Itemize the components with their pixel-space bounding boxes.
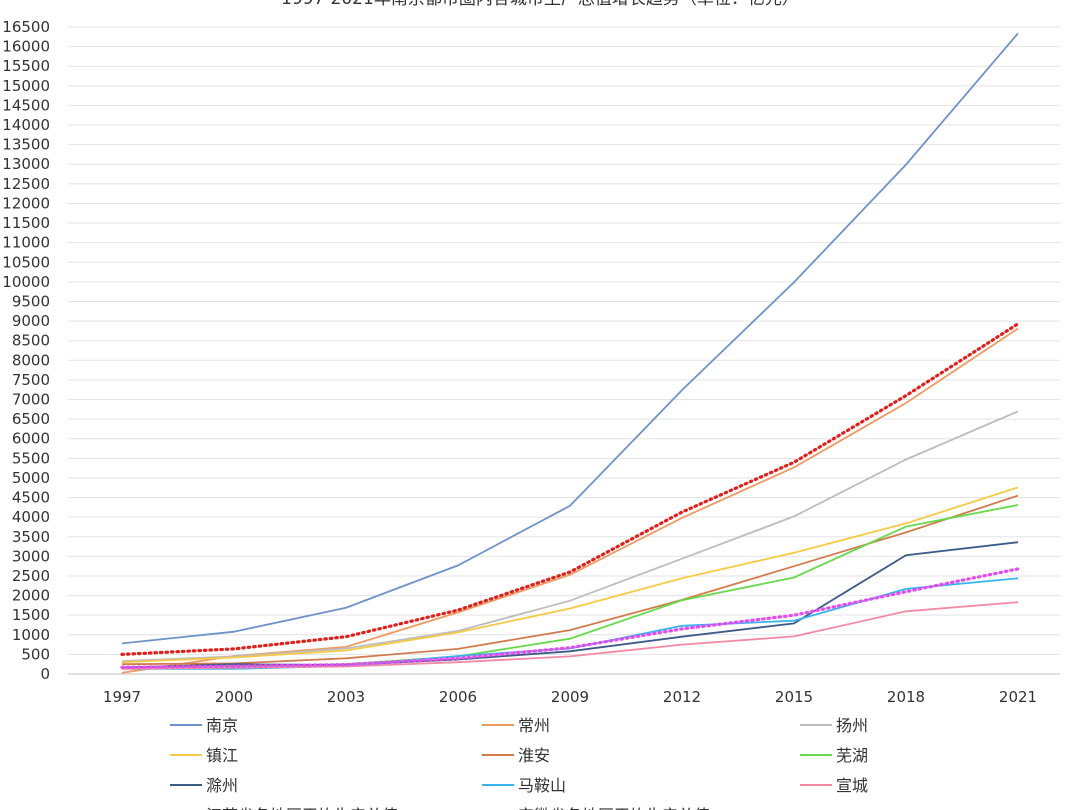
y-tick-label: 6000 xyxy=(12,430,50,448)
gridlines xyxy=(68,26,1060,675)
y-tick-label: 8500 xyxy=(12,332,50,350)
y-tick-label: 3500 xyxy=(12,528,50,546)
x-tick-label: 2012 xyxy=(663,688,701,706)
y-tick-label: 1000 xyxy=(12,626,50,644)
x-tick-label: 2000 xyxy=(215,688,253,706)
legend-label: 淮安 xyxy=(518,746,550,765)
legend-item-1: 常州 xyxy=(482,716,550,735)
y-tick-label: 2500 xyxy=(12,567,50,585)
legend-label: 马鞍山 xyxy=(518,776,566,795)
y-tick-label: 9500 xyxy=(12,292,50,310)
y-tick-label: 16500 xyxy=(2,18,50,36)
legend-item-5: 芜湖 xyxy=(800,746,868,765)
legend-label: 镇江 xyxy=(206,746,238,765)
y-tick-label: 3000 xyxy=(12,547,50,565)
chart-title: 1997-2021年南京都市圈内各城市生产总值增长趋势（单位：亿元） xyxy=(281,0,799,9)
y-tick-label: 9000 xyxy=(12,312,50,330)
y-tick-label: 15000 xyxy=(2,77,50,95)
y-tick-label: 14500 xyxy=(2,96,50,114)
y-tick-label: 4000 xyxy=(12,508,50,526)
legend-label: 江苏省各地区平均生产总值 xyxy=(206,806,398,810)
legend-item-6: 滁州 xyxy=(170,776,238,795)
y-tick-label: 2000 xyxy=(12,587,50,605)
x-tick-label: 2015 xyxy=(775,688,813,706)
legend-label: 滁州 xyxy=(206,776,238,795)
y-tick-label: 10500 xyxy=(2,253,50,271)
series-lines xyxy=(120,32,1020,674)
legend-item-9: 江苏省各地区平均生产总值 xyxy=(206,806,398,810)
legend-item-0: 南京 xyxy=(170,716,238,735)
y-tick-label: 0 xyxy=(40,665,50,683)
y-tick-label: 5000 xyxy=(12,469,50,487)
legend-label: 南京 xyxy=(206,716,238,735)
legend-item-7: 马鞍山 xyxy=(482,776,566,795)
y-tick-label: 7000 xyxy=(12,391,50,409)
legend-label: 宣城 xyxy=(836,776,868,795)
legend-item-10: 安徽省各地区平均生产总值 xyxy=(518,806,710,810)
x-axis: 1997 2000 2003 2006 2009 2012 2015 2018 2021 xyxy=(103,688,1037,706)
y-tick-label: 11000 xyxy=(2,234,50,252)
legend-item-2: 扬州 xyxy=(800,716,868,735)
x-tick-label: 2021 xyxy=(999,688,1037,706)
series-line-8 xyxy=(121,601,1019,670)
y-tick-label: 4500 xyxy=(12,489,50,507)
legend-label: 安徽省各地区平均生产总值 xyxy=(518,806,710,810)
series-line-3 xyxy=(121,486,1019,664)
y-tick-label: 14000 xyxy=(2,116,50,134)
legend-label: 常州 xyxy=(518,716,550,735)
x-tick-label: 2009 xyxy=(551,688,589,706)
legend-item-8: 宣城 xyxy=(800,776,868,795)
x-tick-label: 1997 xyxy=(103,688,141,706)
legend-label: 芜湖 xyxy=(836,746,868,765)
y-tick-label: 13000 xyxy=(2,155,50,173)
legend-item-3: 镇江 xyxy=(170,746,238,765)
y-tick-label: 12500 xyxy=(2,175,50,193)
y-tick-label: 8000 xyxy=(12,351,50,369)
legend-item-4: 淮安 xyxy=(482,746,550,765)
series-line-2 xyxy=(121,410,1019,662)
y-tick-label: 7500 xyxy=(12,371,50,389)
y-tick-label: 12000 xyxy=(2,194,50,212)
y-tick-label: 5500 xyxy=(12,449,50,467)
y-tick-label: 10000 xyxy=(2,273,50,291)
y-tick-label: 15500 xyxy=(2,57,50,75)
x-tick-label: 2018 xyxy=(887,688,925,706)
series-line-9 xyxy=(120,322,1020,657)
series-line-0 xyxy=(121,32,1019,645)
y-tick-label: 6500 xyxy=(12,410,50,428)
y-tick-label: 11500 xyxy=(2,214,50,232)
y-tick-label: 1500 xyxy=(12,606,50,624)
x-tick-label: 2003 xyxy=(327,688,365,706)
legend-label: 扬州 xyxy=(836,716,868,735)
y-tick-label: 13500 xyxy=(2,136,50,154)
y-tick-label: 500 xyxy=(21,645,50,663)
y-tick-label: 16000 xyxy=(2,38,50,56)
series-line-10 xyxy=(120,567,1020,669)
x-tick-label: 2006 xyxy=(439,688,477,706)
